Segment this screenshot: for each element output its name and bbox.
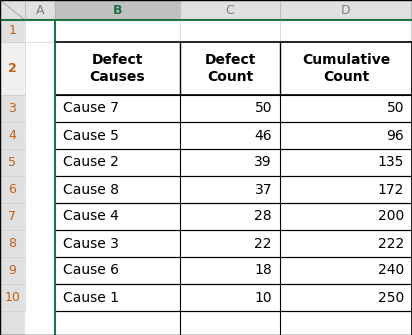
Text: 135: 135	[378, 155, 404, 170]
Polygon shape	[280, 20, 412, 42]
Text: B: B	[113, 3, 122, 16]
Text: 8: 8	[9, 237, 16, 250]
Polygon shape	[25, 257, 55, 284]
Polygon shape	[25, 0, 55, 20]
Text: 172: 172	[378, 183, 404, 197]
Polygon shape	[55, 42, 180, 95]
Text: Cause 6: Cause 6	[63, 264, 119, 277]
Polygon shape	[0, 149, 25, 176]
Polygon shape	[25, 42, 55, 95]
Polygon shape	[0, 257, 25, 284]
Text: Defect
Count: Defect Count	[204, 53, 256, 84]
Text: 9: 9	[9, 264, 16, 277]
Polygon shape	[0, 311, 25, 335]
Polygon shape	[0, 42, 25, 95]
Text: Cause 5: Cause 5	[63, 129, 119, 142]
Polygon shape	[180, 284, 280, 311]
Polygon shape	[280, 203, 412, 230]
Polygon shape	[280, 257, 412, 284]
Text: 22: 22	[255, 237, 272, 251]
Text: C: C	[226, 3, 234, 16]
Polygon shape	[55, 311, 180, 335]
Polygon shape	[0, 176, 25, 203]
Text: 4: 4	[9, 129, 16, 142]
Polygon shape	[55, 203, 180, 230]
Polygon shape	[0, 95, 25, 122]
Polygon shape	[180, 95, 280, 122]
Text: Cause 8: Cause 8	[63, 183, 119, 197]
Text: 96: 96	[386, 129, 404, 142]
Text: Cumulative
Count: Cumulative Count	[302, 53, 390, 84]
Polygon shape	[0, 0, 25, 20]
Polygon shape	[280, 95, 412, 122]
Text: Defect
Causes: Defect Causes	[90, 53, 145, 84]
Polygon shape	[55, 176, 180, 203]
Polygon shape	[25, 176, 55, 203]
Text: Cause 4: Cause 4	[63, 209, 119, 223]
Polygon shape	[180, 122, 280, 149]
Text: 50: 50	[386, 102, 404, 116]
Polygon shape	[280, 284, 412, 311]
Polygon shape	[180, 0, 280, 20]
Text: 2: 2	[8, 62, 17, 75]
Text: 5: 5	[9, 156, 16, 169]
Text: 46: 46	[254, 129, 272, 142]
Polygon shape	[280, 311, 412, 335]
Polygon shape	[0, 203, 25, 230]
Polygon shape	[180, 20, 280, 42]
Text: 222: 222	[378, 237, 404, 251]
Polygon shape	[25, 20, 55, 42]
Polygon shape	[55, 230, 180, 257]
Polygon shape	[180, 230, 280, 257]
Text: 37: 37	[255, 183, 272, 197]
Text: 6: 6	[9, 183, 16, 196]
Text: 50: 50	[255, 102, 272, 116]
Text: 3: 3	[9, 102, 16, 115]
Polygon shape	[280, 230, 412, 257]
Polygon shape	[0, 122, 25, 149]
Text: 10: 10	[5, 291, 21, 304]
Text: 1: 1	[9, 24, 16, 38]
Polygon shape	[280, 176, 412, 203]
Text: 7: 7	[9, 210, 16, 223]
Polygon shape	[180, 149, 280, 176]
Polygon shape	[180, 257, 280, 284]
Polygon shape	[0, 284, 25, 311]
Text: 18: 18	[254, 264, 272, 277]
Polygon shape	[55, 122, 180, 149]
Polygon shape	[55, 284, 180, 311]
Polygon shape	[25, 203, 55, 230]
Text: A: A	[36, 3, 44, 16]
Text: 28: 28	[254, 209, 272, 223]
Polygon shape	[280, 149, 412, 176]
Text: Cause 7: Cause 7	[63, 102, 119, 116]
Polygon shape	[280, 0, 412, 20]
Polygon shape	[180, 203, 280, 230]
Polygon shape	[25, 95, 55, 122]
Polygon shape	[180, 42, 280, 95]
Text: 240: 240	[378, 264, 404, 277]
Text: 39: 39	[254, 155, 272, 170]
Polygon shape	[25, 149, 55, 176]
Polygon shape	[25, 122, 55, 149]
Text: 10: 10	[254, 290, 272, 305]
Polygon shape	[25, 230, 55, 257]
Polygon shape	[55, 95, 180, 122]
Text: D: D	[341, 3, 351, 16]
Text: Cause 1: Cause 1	[63, 290, 119, 305]
Polygon shape	[55, 0, 180, 20]
Polygon shape	[55, 257, 180, 284]
Polygon shape	[180, 176, 280, 203]
Polygon shape	[0, 20, 25, 42]
Text: Cause 2: Cause 2	[63, 155, 119, 170]
Polygon shape	[55, 149, 180, 176]
Polygon shape	[180, 311, 280, 335]
Polygon shape	[280, 42, 412, 95]
Polygon shape	[280, 122, 412, 149]
Polygon shape	[25, 311, 55, 335]
Text: 200: 200	[378, 209, 404, 223]
Text: Cause 3: Cause 3	[63, 237, 119, 251]
Polygon shape	[55, 20, 180, 42]
Polygon shape	[25, 284, 55, 311]
